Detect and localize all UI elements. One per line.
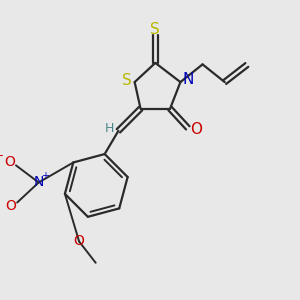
Text: O: O (190, 122, 202, 137)
Text: N: N (182, 72, 194, 87)
Text: O: O (73, 234, 84, 248)
Text: O: O (4, 155, 15, 170)
Text: S: S (122, 73, 131, 88)
Text: H: H (104, 122, 114, 135)
Text: O: O (5, 199, 16, 212)
Text: -: - (0, 149, 3, 162)
Text: N: N (34, 176, 44, 190)
Text: +: + (41, 171, 49, 181)
Text: S: S (150, 22, 160, 37)
